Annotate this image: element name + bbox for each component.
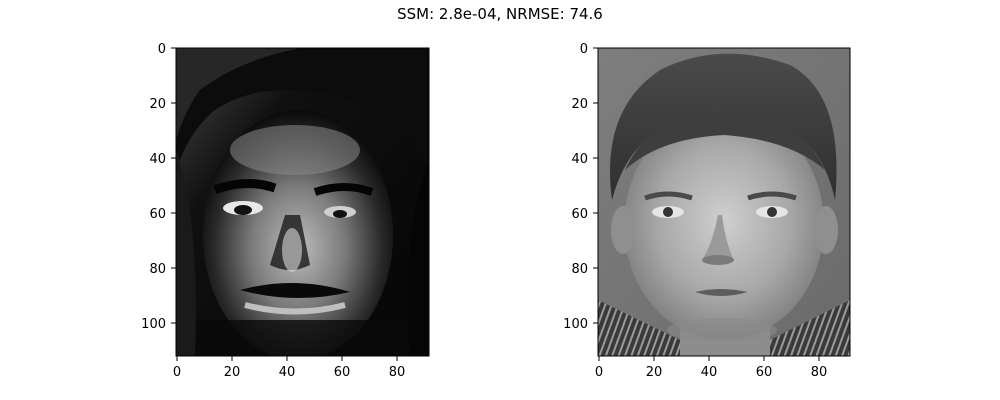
right-y-tick-60: 60 [571,207,588,222]
right-y-axis: 0 20 40 60 80 100 [563,42,598,332]
figure-title: SSM: 2.8e-04, NRMSE: 74.6 [397,5,603,23]
right-y-tick-20: 20 [571,97,588,112]
right-x-tick-60: 60 [756,365,773,380]
left-y-tick-60: 60 [149,207,166,222]
left-x-tick-0: 0 [173,365,181,380]
right-x-tick-80: 80 [811,365,828,380]
left-x-tick-20: 20 [224,365,241,380]
reconstructed-face-image [176,48,429,356]
left-y-tick-100: 100 [141,317,166,332]
right-y-tick-80: 80 [571,262,588,277]
right-x-axis: 0 20 40 60 80 [595,356,827,380]
right-x-tick-20: 20 [646,365,663,380]
left-y-tick-40: 40 [149,152,166,167]
right-y-tick-40: 40 [571,152,588,167]
left-y-tick-20: 20 [149,97,166,112]
right-y-tick-0: 0 [580,42,588,57]
left-image-panel [175,47,430,357]
right-x-tick-40: 40 [701,365,718,380]
left-y-tick-0: 0 [158,42,166,57]
original-face-image [598,48,850,356]
right-x-tick-0: 0 [595,365,603,380]
left-x-tick-80: 80 [389,365,406,380]
left-x-tick-40: 40 [279,365,296,380]
left-x-tick-60: 60 [334,365,351,380]
right-image-panel [597,47,851,357]
right-y-tick-100: 100 [563,317,588,332]
left-y-tick-80: 80 [149,262,166,277]
left-y-axis: 0 20 40 60 80 100 [141,42,176,332]
left-x-axis: 0 20 40 60 80 [173,356,405,380]
